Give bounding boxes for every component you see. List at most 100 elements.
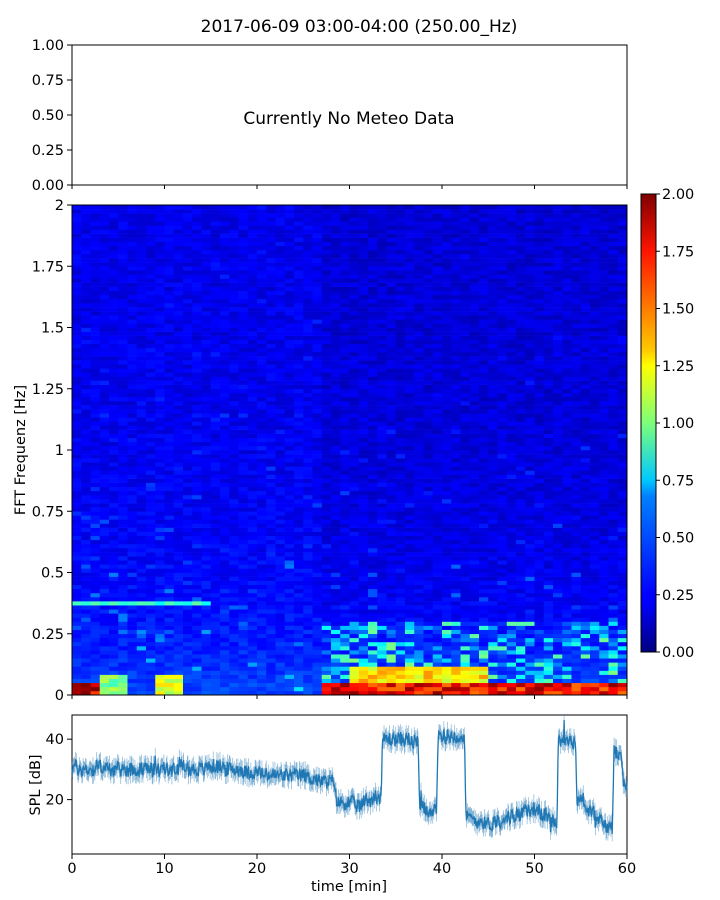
spectrogram-cell [405, 535, 415, 541]
spectrogram-cell [432, 339, 443, 345]
spectrogram-cell [349, 470, 360, 475]
spectrogram-cell [423, 339, 434, 345]
spectrogram-cell [423, 441, 434, 447]
spectrogram-cell [275, 274, 286, 279]
spectrogram-cell [99, 617, 110, 622]
spectrogram-cell [423, 213, 434, 218]
spectrogram-cell [109, 323, 119, 328]
spectrogram-cell [146, 490, 156, 496]
spectrogram-cell [423, 576, 434, 581]
spectrogram-cell [81, 641, 91, 647]
spectrogram-cell [358, 433, 369, 439]
spectrogram-cell [81, 417, 91, 422]
spectrogram-cell [349, 396, 360, 402]
spectrogram-cell [331, 339, 341, 345]
spectrogram-cell [284, 286, 295, 292]
spectrogram-cell [127, 670, 138, 675]
spectrogram-cell [358, 658, 369, 663]
spectrogram-cell [395, 454, 406, 459]
spectrogram-cell [146, 319, 156, 324]
spectrogram-cell [284, 466, 295, 471]
spectrogram-cell [81, 343, 91, 349]
spectrogram-cell [192, 601, 202, 606]
spectrogram-cell [247, 445, 258, 451]
spectrogram-cell [266, 262, 276, 267]
spectrogram-cell [284, 621, 295, 626]
spectrogram-cell [220, 282, 230, 287]
spectrogram-cell [192, 568, 202, 573]
spectrogram-cell [432, 233, 443, 238]
spectrogram-cell [368, 503, 378, 508]
spectrogram-cell [173, 568, 184, 573]
spectrogram-cell [266, 556, 276, 561]
spectrogram-cell [238, 474, 249, 479]
spectrogram-cell [395, 482, 406, 488]
spectrogram-cell [192, 629, 202, 635]
spectrogram-cell [127, 629, 138, 635]
spectrogram-cell [321, 311, 332, 316]
spectrogram-cell [377, 588, 387, 594]
spectrogram-cell [192, 241, 202, 247]
spectrogram-cell [220, 560, 230, 565]
spectrogram-cell [377, 409, 387, 414]
spectrogram-cell [155, 360, 165, 365]
spectrogram-cell [201, 641, 212, 647]
spectrogram-cell [395, 392, 406, 398]
spectrogram-cell [266, 641, 276, 647]
spectrogram-cell [442, 270, 452, 275]
spectrogram-cell [414, 368, 424, 373]
spectrogram-cell [81, 262, 91, 267]
spectrogram-cell [303, 429, 313, 434]
spectrogram-cell [136, 641, 147, 647]
spectrogram-cell [340, 258, 350, 263]
spectrogram-cell [127, 254, 138, 259]
spectrogram-cell [247, 568, 258, 573]
spectrogram-cell [275, 548, 286, 553]
spectrogram-cell [432, 682, 443, 688]
spectrogram-cell [386, 392, 397, 398]
spectrogram-cell [321, 425, 332, 430]
spectrogram-cell [173, 597, 184, 602]
spectrogram-cell [442, 384, 452, 390]
spectrogram-cell [340, 617, 350, 622]
spectrogram-cell [81, 625, 91, 630]
spectrogram-cell [442, 233, 452, 238]
spectrogram-cell [127, 409, 138, 414]
spectrogram-cell [173, 556, 184, 561]
spectrogram-cell [284, 331, 295, 336]
spectrogram-cell [99, 519, 110, 524]
spectrogram-cell [414, 629, 424, 635]
spectrogram-cell [238, 445, 249, 451]
spectrogram-cell [423, 462, 434, 467]
spectrogram-cell [109, 270, 119, 275]
spectrogram-cell [201, 323, 212, 328]
spectrogram-cell [377, 315, 387, 320]
spectrogram-cell [349, 454, 360, 459]
spectrogram-cell [118, 617, 128, 622]
spectrogram-cell [72, 368, 82, 373]
spectrogram-cell [284, 609, 295, 614]
spectrogram-cell [210, 580, 221, 586]
spectrogram-cell [349, 245, 360, 251]
spectrogram-cell [257, 539, 267, 545]
spectrogram-cell [275, 352, 286, 357]
spectrogram-cell [442, 458, 452, 463]
spectrogram-cell [432, 674, 443, 679]
spectrogram-cell [266, 458, 276, 463]
spectrogram-cell [127, 576, 138, 581]
spectrogram-cell [164, 531, 175, 537]
spectrogram-cell [201, 662, 212, 667]
spectrogram-cell [284, 633, 295, 639]
spectrogram-cell [201, 425, 212, 430]
spectrogram-cell [405, 572, 415, 577]
spectrogram-cell [192, 572, 202, 577]
spectrogram-cell [72, 221, 82, 226]
spectrogram-cell [127, 425, 138, 430]
spectrogram-cell [127, 601, 138, 606]
spectrogram-cell [312, 519, 323, 524]
spectrogram-cell [164, 515, 175, 520]
spectrogram-cell [164, 543, 175, 549]
spectrogram-cell [294, 266, 304, 271]
spectrogram-cell [395, 601, 406, 606]
spectrogram-cell [405, 323, 415, 328]
